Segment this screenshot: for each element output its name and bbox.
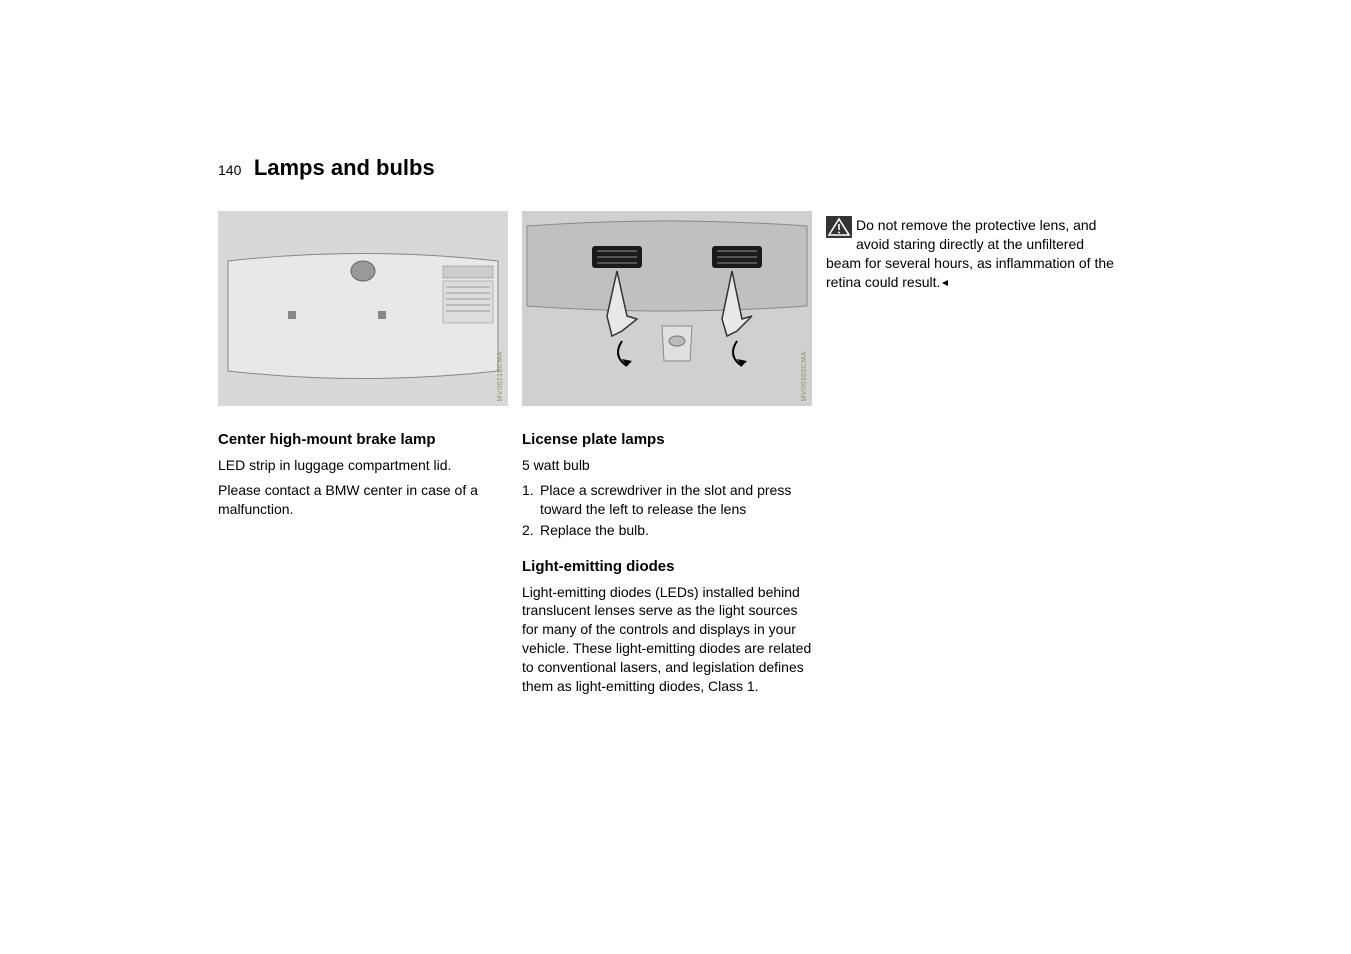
col2-para2: Light-emitting diodes (LEDs) installed b… (522, 583, 812, 696)
warning-block: Do not remove the protective lens, and a… (826, 216, 1116, 292)
page-title: Lamps and bulbs (254, 155, 435, 180)
brake-lamp-image: MV00216CMA (218, 211, 508, 406)
image-label-1: MV00216CMA (497, 351, 504, 402)
column-3: Do not remove the protective lens, and a… (826, 211, 1116, 292)
page-header: 140 Lamps and bulbs (218, 155, 1351, 181)
col1-para2: Please contact a BMW center in case of a… (218, 481, 508, 519)
list-item-1: 1. Place a screwdriver in the slot and p… (522, 481, 812, 519)
col2-heading1: License plate lamps (522, 431, 812, 448)
col2-heading2: Light-emitting diodes (522, 558, 812, 575)
list-item-2: 2. Replace the bulb. (522, 521, 812, 540)
license-plate-image: MV00360CMA (522, 211, 812, 406)
list-text-2: Replace the bulb. (540, 521, 812, 540)
page-number: 140 (218, 162, 241, 178)
warning-text: Do not remove the protective lens, and a… (826, 217, 1114, 290)
list-num-2: 2. (522, 521, 540, 540)
list-num-1: 1. (522, 481, 540, 519)
trunk-lid-illustration (218, 211, 508, 406)
end-arrow-icon (940, 274, 950, 293)
col1-heading: Center high-mount brake lamp (218, 431, 508, 448)
warning-icon (826, 216, 852, 238)
image-label-2: MV00360CMA (801, 351, 808, 402)
list-text-1: Place a screwdriver in the slot and pres… (540, 481, 812, 519)
license-plate-illustration (522, 211, 812, 406)
col2-para1: 5 watt bulb (522, 456, 812, 475)
col1-para1: LED strip in luggage compartment lid. (218, 456, 508, 475)
column-2: MV00360CMA License plate lamps 5 watt bu… (522, 211, 812, 702)
content-columns: MV00216CMA Center high-mount brake lamp … (218, 211, 1351, 702)
column-1: MV00216CMA Center high-mount brake lamp … (218, 211, 508, 525)
